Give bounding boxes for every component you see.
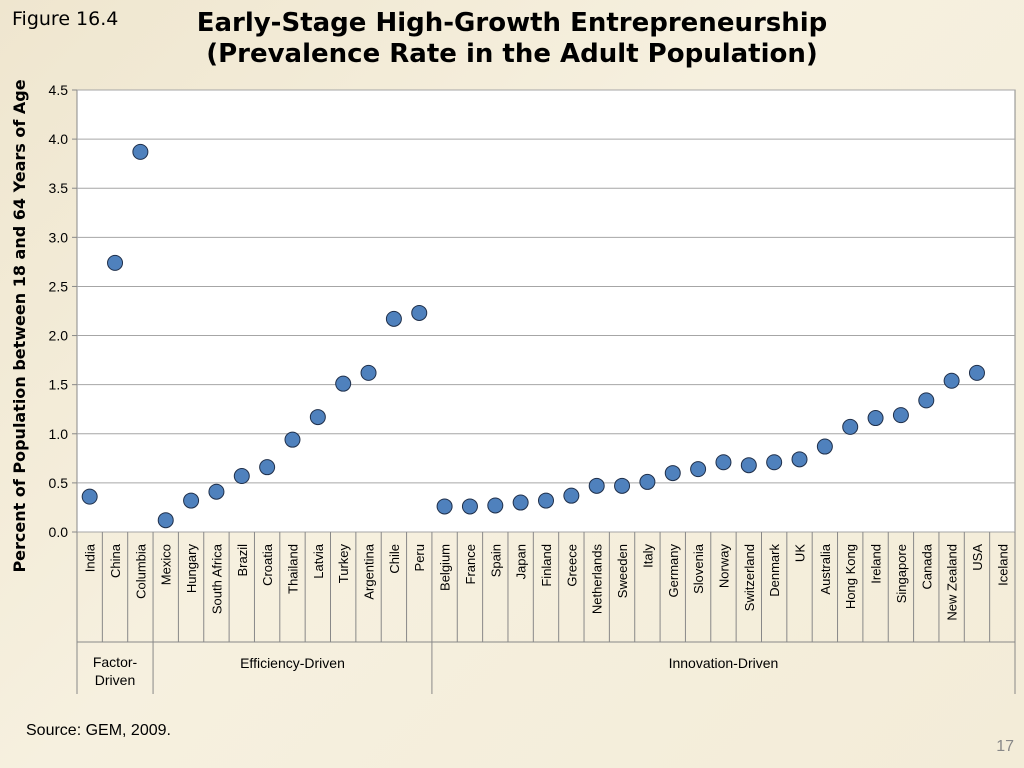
category-label: India [83, 543, 98, 572]
category-label: Canada [919, 543, 934, 589]
data-point [791, 451, 808, 468]
category-label: New Zealand [945, 544, 960, 621]
category-label: Sweeden [615, 544, 630, 598]
y-tick-label: 1.0 [49, 426, 69, 442]
group-label: Driven [95, 672, 135, 688]
data-point [842, 418, 859, 435]
plot-area [76, 89, 1016, 533]
y-tick-label: 1.5 [49, 377, 69, 393]
category-label: Japan [514, 544, 529, 579]
data-point [107, 254, 124, 271]
category-label: Argentina [362, 543, 377, 599]
category-label: Greece [564, 544, 579, 587]
data-point [512, 494, 529, 511]
category-label: Germany [666, 544, 681, 598]
category-label: Croatia [260, 543, 275, 586]
category-label: Spain [488, 544, 503, 577]
data-point [690, 461, 707, 478]
data-point [918, 392, 935, 409]
data-point [943, 372, 960, 389]
chart-title-line-2: (Prevalence Rate in the Adult Population… [206, 39, 818, 69]
data-point [233, 468, 250, 485]
category-label: Hungary [184, 544, 199, 594]
category-label: China [108, 543, 123, 578]
data-point [968, 364, 985, 381]
y-tick-label: 3.0 [49, 229, 69, 245]
category-label: Peru [412, 544, 427, 571]
category-label: Columbia [133, 543, 148, 599]
category-label: Chile [387, 544, 402, 574]
category-label: South Africa [209, 543, 224, 614]
data-point [183, 492, 200, 509]
y-tick-label: 3.5 [49, 180, 69, 196]
category-label: USA [970, 544, 985, 571]
category-label: Italy [640, 544, 655, 568]
y-tick-label: 4.0 [49, 131, 69, 147]
category-label: Hong Kong [843, 544, 858, 609]
data-point [639, 473, 656, 490]
data-point [284, 431, 301, 448]
data-point [715, 454, 732, 471]
data-point [385, 310, 402, 327]
category-label: Thailand [285, 544, 300, 594]
data-point [157, 512, 174, 529]
y-axis-title: Percent of Population between 18 and 64 … [10, 79, 29, 572]
category-label: Finland [539, 544, 554, 587]
data-point [411, 304, 428, 321]
data-point [360, 364, 377, 381]
data-point [132, 143, 149, 160]
category-label: Mexico [159, 544, 174, 585]
data-point [816, 438, 833, 455]
y-tick-label: 4.5 [49, 82, 69, 98]
group-label: Innovation-Driven [669, 655, 779, 671]
data-point [81, 488, 98, 505]
y-tick-label: 0.0 [49, 524, 69, 540]
category-label: Netherlands [590, 544, 605, 615]
category-label: Ireland [869, 544, 884, 584]
category-label: Belgium [438, 544, 453, 591]
category-label: Brazil [235, 544, 250, 577]
category-label: Slovenia [691, 543, 706, 594]
figure-label: Figure 16.4 [12, 8, 119, 30]
group-label: Efficiency-Driven [240, 655, 345, 671]
category-label: Turkey [336, 544, 351, 584]
y-tick-label: 0.5 [49, 475, 69, 491]
data-point [588, 477, 605, 494]
y-tick-label: 2.5 [49, 278, 69, 294]
source-note: Source: GEM, 2009. [26, 722, 171, 739]
data-point [563, 487, 580, 504]
chart-title-line-1: Early-Stage High-Growth Entrepreneurship [196, 8, 828, 38]
data-point [436, 498, 453, 515]
category-label: Denmark [767, 544, 782, 597]
data-point [867, 410, 884, 427]
category-label: UK [793, 544, 808, 562]
y-tick-label: 2.0 [49, 328, 69, 344]
data-point [487, 497, 504, 514]
data-point [664, 465, 681, 482]
category-label: France [463, 544, 478, 584]
category-label: Latvia [311, 543, 326, 578]
category-label: Switzerland [742, 544, 757, 611]
data-point [740, 457, 757, 474]
chart-title: Early-Stage High-Growth Entrepreneurship… [0, 8, 1024, 70]
data-point [259, 459, 276, 476]
data-point [309, 409, 326, 426]
group-label: Factor- [93, 654, 138, 670]
category-label: Australia [818, 543, 833, 594]
data-point [892, 407, 909, 424]
data-point [614, 477, 631, 494]
data-point [208, 483, 225, 500]
category-label: Iceland [995, 544, 1010, 586]
page-number: 17 [996, 738, 1014, 755]
data-point [766, 454, 783, 471]
data-point [461, 498, 478, 515]
category-label: Singapore [894, 544, 909, 603]
data-point [335, 375, 352, 392]
category-label: Norway [716, 544, 731, 589]
data-point [538, 492, 554, 509]
